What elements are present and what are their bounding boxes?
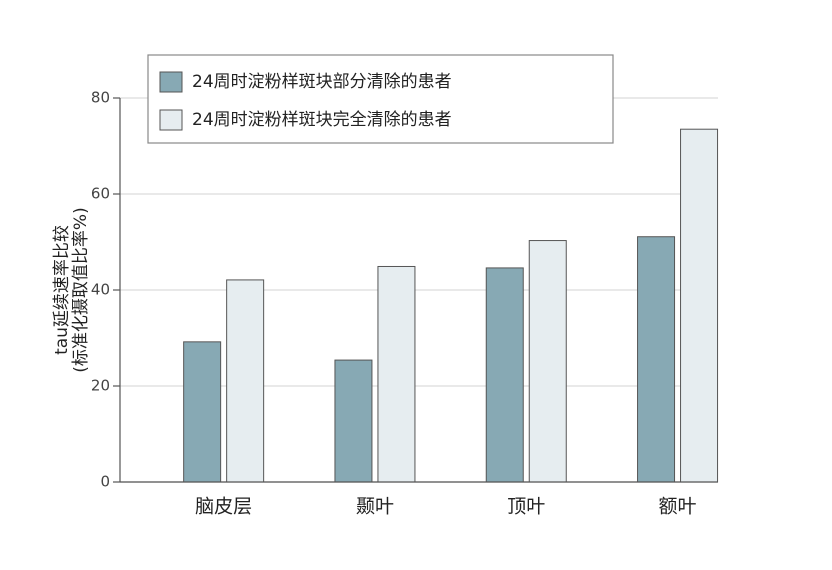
bar — [226, 279, 265, 483]
x-tick-label: 顶叶 — [507, 496, 545, 518]
y-tick-label: 20 — [91, 377, 110, 395]
bar — [377, 265, 416, 483]
y-tick-label: 80 — [91, 89, 110, 107]
y-axis-label: tau延续速率比较 — [52, 225, 72, 355]
x-tick-label: 额叶 — [659, 496, 697, 518]
legend-box — [147, 54, 614, 144]
legend-swatch — [159, 109, 183, 131]
x-tick-label: 脑皮层 — [195, 496, 252, 518]
bar — [528, 240, 567, 483]
y-tick-label: 0 — [100, 473, 110, 491]
y-tick-label: 60 — [91, 185, 110, 203]
bar — [334, 359, 373, 483]
x-tick-label: 颞叶 — [356, 496, 394, 518]
bar — [485, 267, 524, 483]
legend-label: 24周时淀粉样斑块部分清除的患者 — [192, 72, 452, 92]
bar — [680, 128, 719, 483]
legend-label: 24周时淀粉样斑块完全清除的患者 — [192, 110, 452, 130]
bar — [183, 341, 222, 483]
y-axis-label: (标准化摄取值比率%) — [71, 207, 91, 372]
y-tick-label: 40 — [91, 281, 110, 299]
legend-swatch — [159, 71, 183, 93]
bar — [637, 236, 676, 483]
